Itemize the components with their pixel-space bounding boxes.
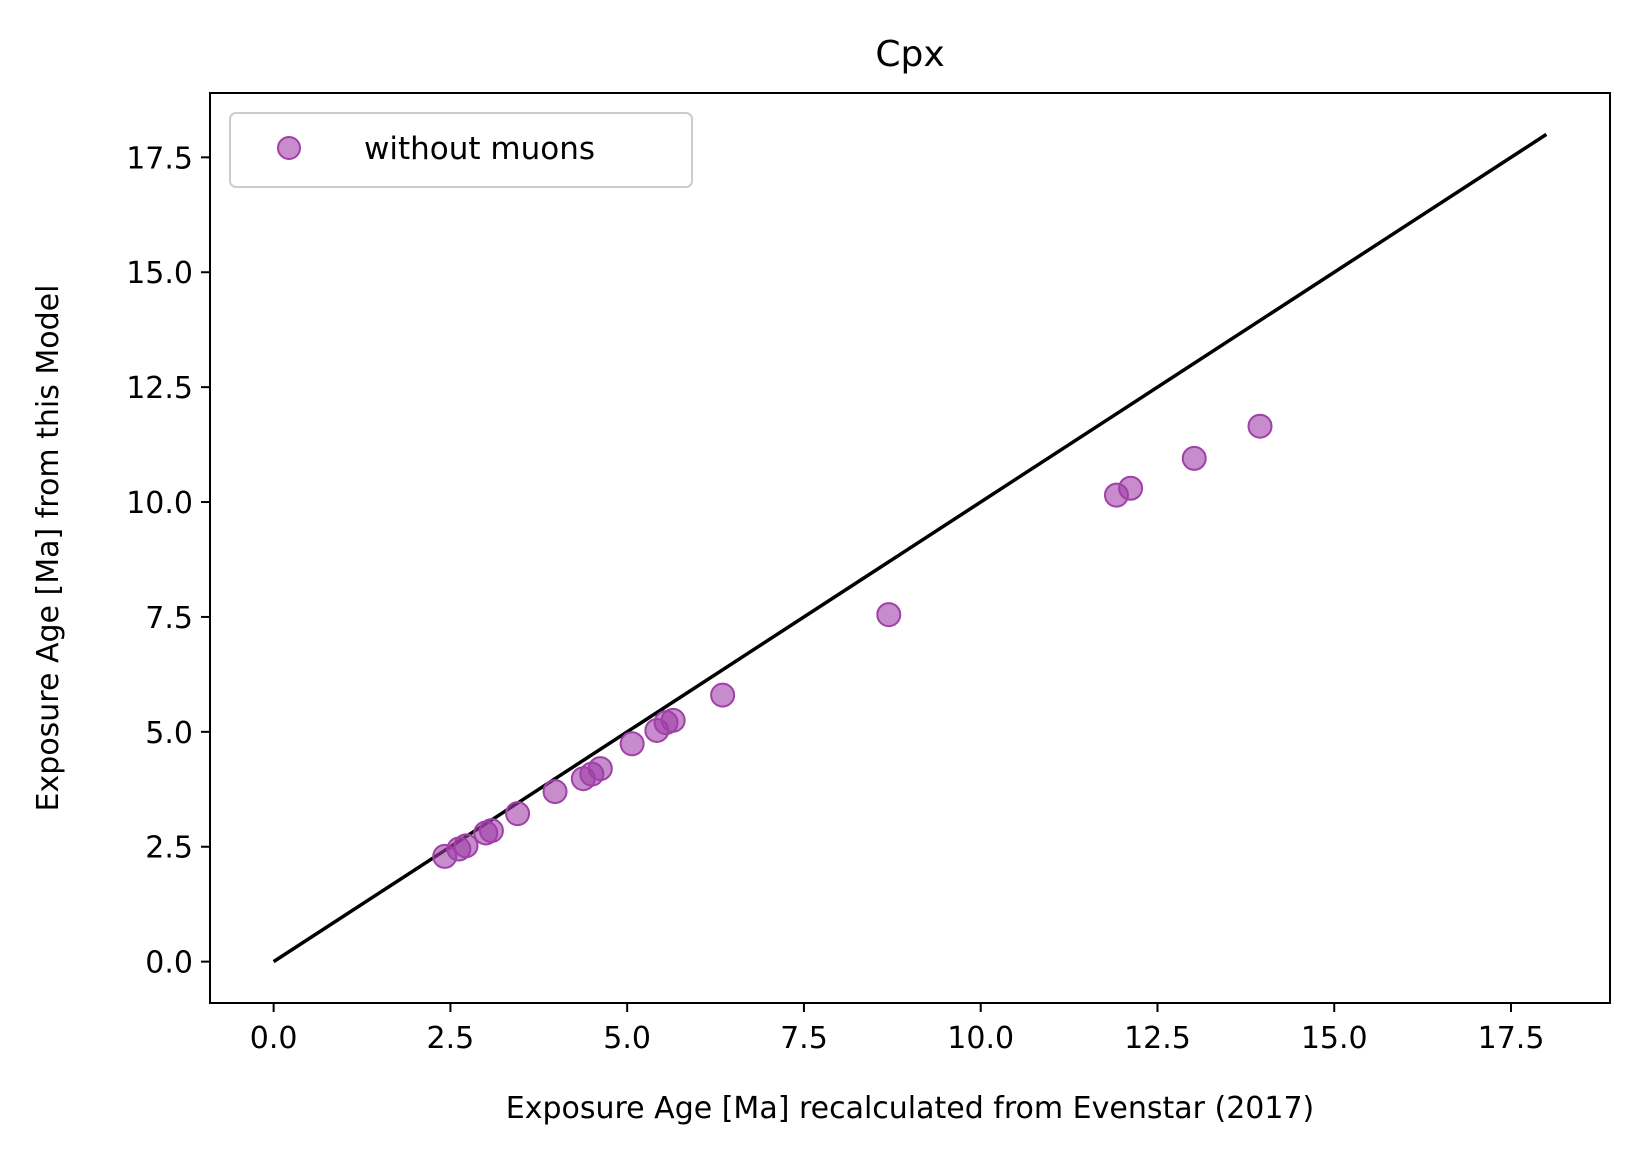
y-tick-label: 2.5 xyxy=(145,831,193,866)
y-tick-label: 5.0 xyxy=(145,716,193,751)
data-point xyxy=(619,731,645,757)
legend-marker xyxy=(277,136,301,160)
data-point xyxy=(453,833,479,859)
data-point xyxy=(660,707,686,733)
y-tick-label: 12.5 xyxy=(126,371,193,406)
x-tick-label: 10.0 xyxy=(947,1021,1014,1056)
data-point xyxy=(542,779,568,805)
y-axis-title: Exposure Age [Ma] from this Model xyxy=(31,285,66,812)
legend: without muons xyxy=(229,112,693,188)
x-tick-label: 5.0 xyxy=(603,1021,651,1056)
y-tick-label: 10.0 xyxy=(126,486,193,521)
y-tick-label: 15.0 xyxy=(126,256,193,291)
x-tick-label: 0.0 xyxy=(250,1021,298,1056)
x-axis-title: Exposure Age [Ma] recalculated from Even… xyxy=(506,1091,1315,1126)
x-tick-label: 7.5 xyxy=(780,1021,828,1056)
data-point xyxy=(505,801,531,827)
y-axis: 0.0 2.5 5.0 7.5 10.0 12.5 15.0 17.5 xyxy=(126,141,210,981)
y-tick-label: 17.5 xyxy=(126,141,193,176)
legend-box xyxy=(229,112,693,188)
x-axis: 0.0 2.5 5.0 7.5 10.0 12.5 15.0 17.5 xyxy=(250,1003,1545,1056)
plot-frame xyxy=(209,92,1611,1004)
x-tick-label: 17.5 xyxy=(1478,1021,1545,1056)
y-tick-label: 0.0 xyxy=(145,946,193,981)
y-tick-label: 7.5 xyxy=(145,601,193,636)
data-point xyxy=(478,818,504,844)
data-point xyxy=(1247,413,1273,439)
x-tick-label: 2.5 xyxy=(427,1021,475,1056)
legend-label-without-muons: without muons xyxy=(364,131,595,167)
data-point xyxy=(1181,445,1207,471)
data-point xyxy=(1118,475,1144,501)
data-point xyxy=(710,682,736,708)
data-point xyxy=(587,756,613,782)
x-tick-label: 15.0 xyxy=(1301,1021,1368,1056)
plot-content xyxy=(272,132,1548,964)
chart-title: Cpx xyxy=(875,34,944,75)
x-tick-label: 12.5 xyxy=(1124,1021,1191,1056)
data-point xyxy=(876,602,902,628)
